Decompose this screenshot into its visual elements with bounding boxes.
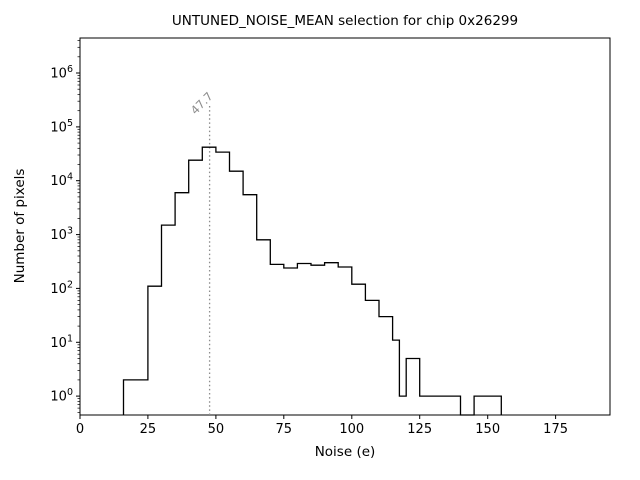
x-tick-label: 150 (475, 422, 500, 437)
y-tick-label: 104 (50, 172, 73, 190)
histogram-outline (122, 146, 502, 416)
x-tick-label: 125 (407, 422, 432, 437)
x-axis-label: Noise (e) (314, 444, 376, 460)
vline-label: 47.7 (188, 89, 216, 117)
x-tick-label: 25 (140, 422, 157, 437)
y-tick-label: 102 (50, 279, 73, 297)
x-tick-label: 50 (208, 422, 225, 437)
x-tick-label: 100 (339, 422, 364, 437)
y-tick-label: 101 (50, 333, 73, 351)
x-tick-label: 0 (76, 422, 84, 437)
chart-title: UNTUNED_NOISE_MEAN selection for chip 0x… (171, 13, 519, 29)
y-tick-label: 106 (50, 64, 73, 82)
x-tick-label: 75 (276, 422, 293, 437)
x-tick-label: 175 (543, 422, 568, 437)
plot-border (79, 37, 611, 416)
y-tick-label: 103 (50, 226, 73, 244)
y-tick-label: 100 (50, 387, 73, 405)
y-axis-label: Number of pixels (12, 168, 28, 284)
y-tick-label: 105 (50, 118, 73, 136)
